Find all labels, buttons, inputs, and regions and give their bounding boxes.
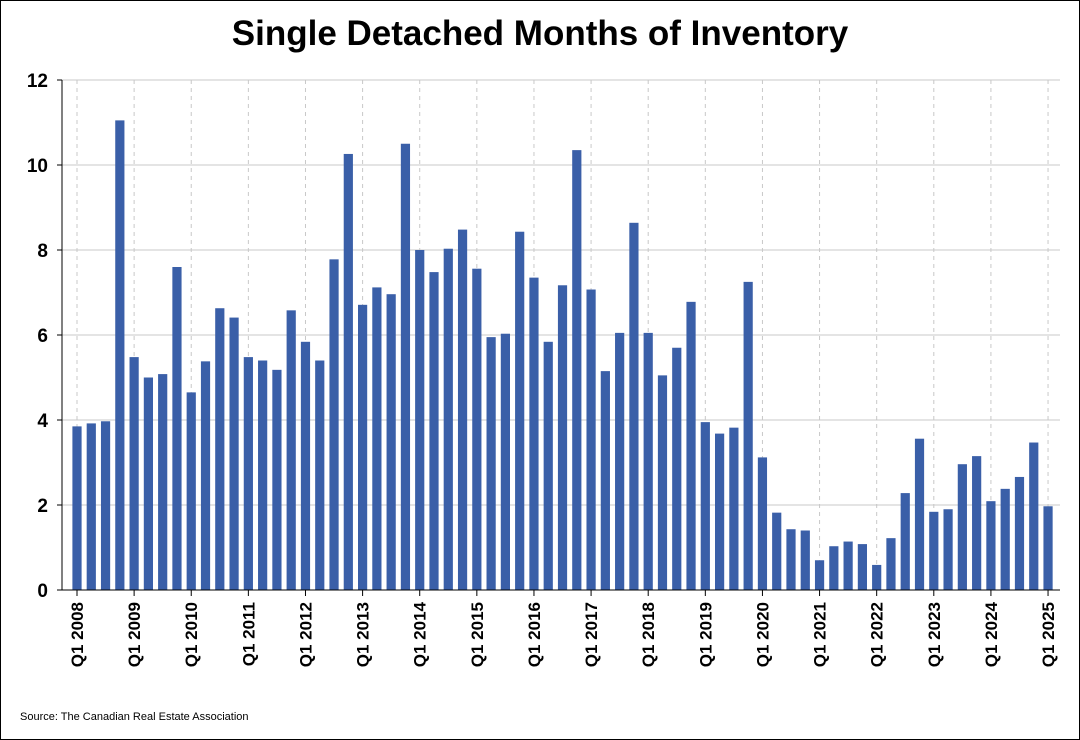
bar [657,375,668,590]
bar [186,392,196,590]
x-tick-label: Q1 2023 [925,602,944,667]
bar [800,530,810,590]
bar [200,361,211,590]
bar [429,272,439,590]
bar [315,360,325,590]
bar [286,310,296,590]
x-tick-label: Q1 2019 [696,602,715,667]
bar [358,304,368,590]
bar [515,231,525,590]
bar [500,333,510,590]
bar [829,546,839,590]
bar [586,289,596,590]
bar [629,222,639,591]
bar [100,421,111,590]
bar [715,433,725,590]
bar [943,509,953,590]
bar [172,267,182,590]
x-tick-label: Q1 2020 [753,602,772,667]
source-note: Source: The Canadian Real Estate Associa… [20,711,249,723]
bar [486,337,496,590]
y-tick-label: 2 [37,496,48,517]
bar [272,369,282,590]
y-tick-label: 8 [37,241,48,262]
bar [457,229,468,590]
bar [472,268,482,590]
bar [115,120,125,590]
bar [243,357,253,590]
bar [700,422,710,590]
bar [914,438,925,590]
x-tick-label: Q1 2016 [525,602,544,667]
bar [757,457,768,590]
bar [672,347,682,590]
bar [615,332,625,590]
bar [372,287,382,590]
y-tick-label: 10 [27,156,48,177]
bar [415,250,425,590]
y-tick-label: 12 [27,71,48,92]
bar [1014,476,1025,590]
bar [743,281,753,590]
bar [729,427,739,590]
bar [229,317,239,590]
x-tick-label: Q1 2008 [68,602,87,667]
bar [814,560,825,590]
y-tick-label: 6 [37,326,48,347]
x-tick-label: Q1 2011 [239,602,258,666]
axes-layer: 0 2 4 6 8 10 12 Q1 2008 Q1 2009 Q1 2010 Q1 2011 Q1 … [27,71,1060,667]
x-tick-label: Q1 2014 [411,601,430,667]
bar [957,464,967,590]
x-tick-label: Q1 2021 [811,602,830,667]
bar [572,150,582,590]
bar [158,374,168,590]
x-tick-label: Q1 2022 [868,602,887,667]
bar [857,544,867,590]
x-tick-label: Q1 2018 [639,602,658,667]
bar [343,153,353,590]
bar [443,248,453,590]
bar [772,512,782,590]
x-tick-label: Q1 2025 [1039,602,1058,667]
bar [686,301,696,590]
x-tick-label: Q1 2015 [468,602,487,667]
bar [986,501,996,590]
bar [886,538,896,590]
bar [557,285,568,590]
bar [143,377,153,590]
bar [329,259,339,590]
bar [86,423,96,590]
x-tick-label: Q1 2013 [354,602,373,667]
bar [400,143,411,590]
bar [786,529,796,590]
y-tick-label: 4 [37,411,48,432]
bar [258,360,268,590]
bar [386,294,396,590]
bar [1000,488,1010,590]
bar [543,341,553,590]
bars-layer [72,120,1053,591]
x-tick-label: Q1 2017 [582,602,601,667]
bar [215,308,225,590]
x-tick-label: Q1 2024 [982,601,1001,667]
bar [300,341,311,590]
bar [929,511,939,590]
bar [1043,506,1053,590]
bar [872,564,882,590]
x-tick-label: Q1 2009 [125,602,144,667]
bar [129,357,139,590]
bar [843,541,853,590]
y-tick-label: 0 [37,581,48,602]
bar [1029,442,1039,590]
chart-title: Single Detached Months of Inventory [231,14,849,53]
bar [72,426,82,590]
bar [972,456,982,590]
bar [900,493,910,590]
x-tick-label: Q1 2010 [182,602,201,667]
x-tick-label: Q1 2012 [296,602,315,667]
bar [600,371,610,590]
bar [529,277,539,590]
bar [643,332,653,590]
